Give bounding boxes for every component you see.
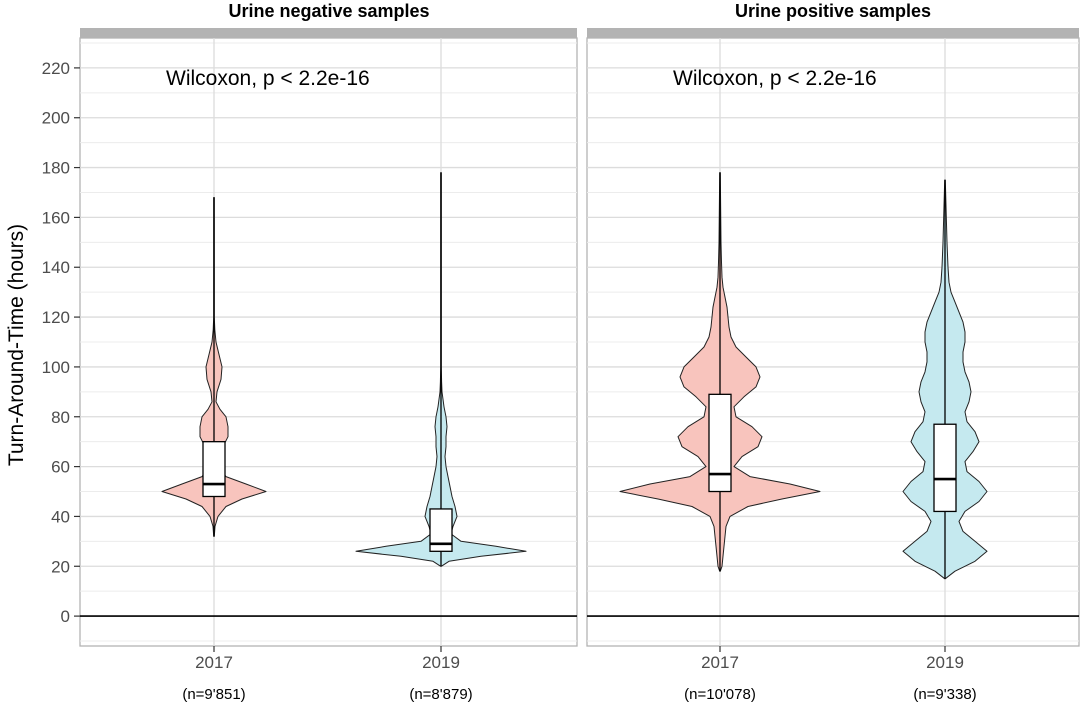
box-2019: [933, 423, 957, 513]
y-tick-label: 200: [42, 109, 70, 128]
y-axis-title: Turn-Around-Time (hours): [5, 224, 28, 466]
y-tick-label: 160: [42, 208, 70, 227]
y-tick-label: 140: [42, 258, 70, 277]
y-axis: 0 20 40 60 80 100 120 140 160 180 200 220: [42, 59, 80, 626]
x-tick-label: 2019: [422, 653, 460, 672]
wilcoxon-annotation-positive: Wilcoxon, p < 2.2e-16: [673, 67, 877, 90]
box-2017: [708, 393, 732, 493]
y-tick-label: 180: [42, 159, 70, 178]
y-tick-label: 100: [42, 358, 70, 377]
panel-urine-negative: Urine negative samples Wilcoxon, p < 2.2…: [79, 1, 578, 647]
grid-negative: [80, 38, 577, 646]
n-label: (n=9'338): [913, 686, 976, 703]
x-tick-label: 2019: [926, 653, 964, 672]
y-tick-label: 20: [51, 557, 70, 576]
box-2019: [429, 508, 453, 552]
box-2017: [202, 441, 226, 498]
y-tick-label: 120: [42, 308, 70, 327]
panel-urine-positive: Urine positive samples Wilcoxon, p < 2.2…: [586, 1, 1080, 647]
strip-title-positive: Urine positive samples: [735, 1, 931, 21]
n-label: (n=10'078): [684, 686, 756, 703]
violins-negative: [161, 172, 527, 567]
y-tick-label: 40: [51, 507, 70, 526]
x-axis: 2017 (n=9'851) 2019 (n=8'879) 2017 (n=10'078)…: [182, 646, 977, 703]
wilcoxon-annotation-negative: Wilcoxon, p < 2.2e-16: [166, 67, 370, 90]
x-tick-label: 2017: [195, 653, 233, 672]
n-label: (n=8'879): [409, 686, 472, 703]
strip-negative: [80, 28, 577, 40]
x-tick-label: 2017: [701, 653, 739, 672]
n-label: (n=9'851): [182, 686, 245, 703]
strip-title-negative: Urine negative samples: [228, 1, 429, 21]
y-tick-label: 0: [61, 607, 70, 626]
strip-positive: [587, 28, 1079, 40]
y-tick-label: 80: [51, 408, 70, 427]
y-tick-label: 220: [42, 59, 70, 78]
violins-positive: [619, 172, 988, 580]
y-tick-label: 60: [51, 458, 70, 477]
